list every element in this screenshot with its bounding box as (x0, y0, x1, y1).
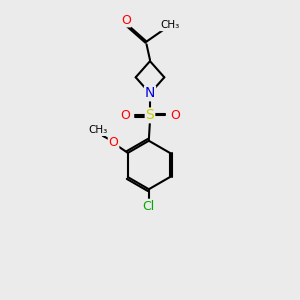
Text: CH₃: CH₃ (160, 20, 180, 30)
Text: S: S (146, 108, 154, 122)
Text: O: O (120, 109, 130, 122)
Text: Cl: Cl (143, 200, 155, 213)
Text: CH₃: CH₃ (88, 125, 108, 135)
Text: O: O (109, 136, 118, 148)
Text: O: O (121, 14, 131, 27)
Text: N: N (145, 86, 155, 100)
Text: O: O (170, 109, 180, 122)
